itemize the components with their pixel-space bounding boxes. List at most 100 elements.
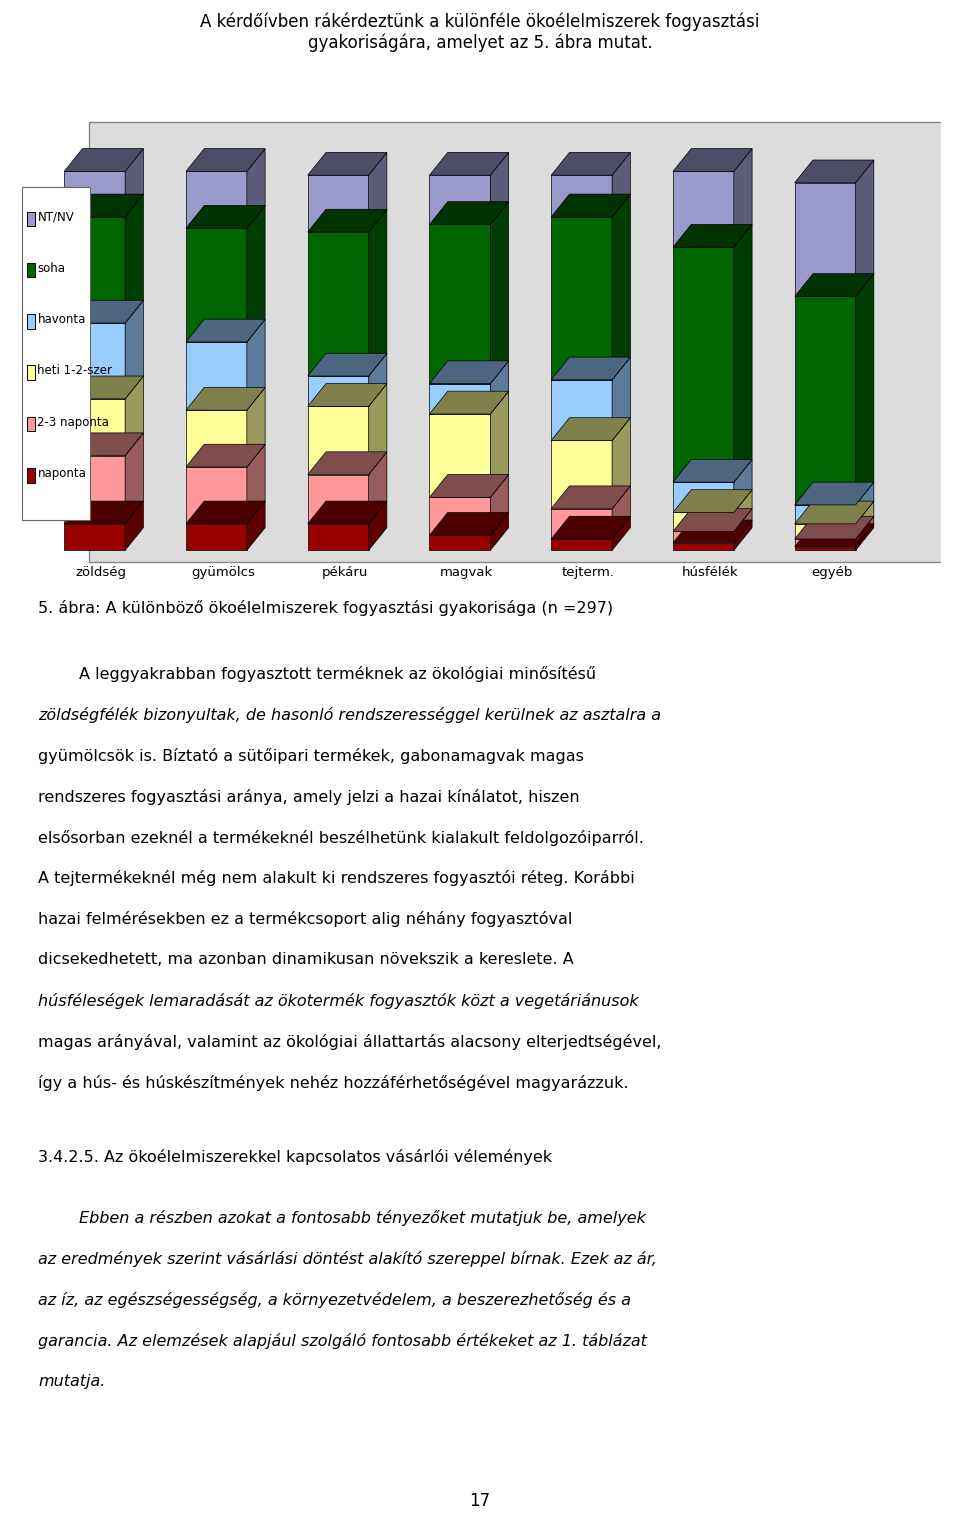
Text: húsféleségek lemaradását az ökotermék fogyasztók közt a vegetáriánusok: húsféleségek lemaradását az ökotermék fo… (38, 993, 639, 1010)
Polygon shape (429, 391, 509, 414)
Polygon shape (186, 319, 265, 342)
Polygon shape (186, 468, 247, 524)
Polygon shape (429, 475, 509, 497)
Text: soha: soha (37, 261, 65, 275)
Polygon shape (795, 183, 855, 296)
Text: dicsekedhetett, ma azonban dinamikusan növekszik a kereslete. A: dicsekedhetett, ma azonban dinamikusan n… (38, 952, 574, 967)
Polygon shape (491, 361, 509, 414)
Polygon shape (733, 225, 752, 483)
Text: az íz, az egészségességség, a környezetvédelem, a beszerezhetőség és a: az íz, az egészségességség, a környezetv… (38, 1293, 632, 1308)
Polygon shape (186, 524, 247, 550)
Polygon shape (429, 153, 509, 176)
Polygon shape (64, 194, 143, 217)
Bar (27, 315, 35, 329)
Text: NT/NV: NT/NV (37, 211, 74, 223)
Polygon shape (795, 483, 874, 504)
Text: így a hús- és húskészítmények nehéz hozzáférhetőségével magyarázzuk.: így a hús- és húskészítmények nehéz hozz… (38, 1076, 629, 1091)
Polygon shape (429, 384, 491, 414)
Text: pékáru: pékáru (322, 565, 368, 579)
Text: 2-3 naponta: 2-3 naponta (37, 416, 109, 429)
Polygon shape (673, 520, 752, 542)
Polygon shape (429, 414, 491, 497)
Polygon shape (551, 509, 612, 539)
Polygon shape (186, 205, 265, 228)
Polygon shape (491, 475, 509, 535)
Polygon shape (733, 520, 752, 550)
Polygon shape (429, 202, 509, 225)
Polygon shape (673, 490, 752, 512)
Polygon shape (795, 524, 874, 547)
Polygon shape (551, 153, 631, 176)
Polygon shape (855, 524, 874, 550)
Polygon shape (308, 209, 387, 232)
Polygon shape (795, 547, 855, 550)
Polygon shape (247, 319, 265, 410)
Polygon shape (551, 539, 612, 550)
Polygon shape (186, 410, 247, 468)
Polygon shape (369, 353, 387, 406)
Text: elsősorban ezeknél a termékeknél beszélhetünk kialakult feldolgozóiparról.: elsősorban ezeknél a termékeknél beszélh… (38, 830, 644, 845)
Polygon shape (491, 391, 509, 497)
Polygon shape (247, 148, 265, 228)
Polygon shape (125, 501, 143, 550)
Polygon shape (612, 417, 631, 509)
Polygon shape (64, 432, 143, 455)
Polygon shape (673, 225, 752, 248)
Polygon shape (125, 432, 143, 524)
Bar (27, 417, 35, 431)
Polygon shape (795, 524, 855, 539)
Text: magas arányával, valamint az ökológiai állattartás alacsony elterjedtségével,: magas arányával, valamint az ökológiai á… (38, 1034, 661, 1050)
Polygon shape (429, 176, 491, 225)
Polygon shape (186, 388, 265, 410)
Text: mutatja.: mutatja. (38, 1374, 106, 1389)
Polygon shape (673, 171, 733, 248)
Polygon shape (612, 486, 631, 539)
Polygon shape (186, 501, 265, 524)
Polygon shape (795, 501, 874, 524)
Bar (27, 211, 35, 226)
Polygon shape (64, 399, 125, 455)
Polygon shape (429, 497, 491, 535)
Polygon shape (733, 148, 752, 248)
Polygon shape (186, 445, 265, 468)
Polygon shape (125, 299, 143, 399)
Polygon shape (491, 153, 509, 225)
Text: 5. ábra: A különböző ökoélelmiszerek fogyasztási gyakorisága (n =297): 5. ábra: A különböző ökoélelmiszerek fog… (38, 601, 613, 616)
Polygon shape (551, 217, 612, 380)
Polygon shape (64, 299, 143, 322)
Polygon shape (429, 225, 491, 384)
Polygon shape (491, 512, 509, 550)
Polygon shape (186, 148, 265, 171)
Polygon shape (795, 274, 874, 296)
Polygon shape (673, 483, 733, 512)
Polygon shape (308, 153, 387, 176)
Polygon shape (551, 486, 631, 509)
Polygon shape (429, 361, 509, 384)
Polygon shape (673, 512, 733, 532)
Text: hazai felmérésekben ez a termékcsoport alig néhány fogyasztóval: hazai felmérésekben ez a termékcsoport a… (38, 911, 573, 927)
Bar (27, 468, 35, 483)
Polygon shape (308, 524, 369, 550)
Polygon shape (491, 202, 509, 384)
Polygon shape (308, 475, 369, 524)
Text: 3.4.2.5. Az ökoélelmiszerekkel kapcsolatos vásárlói vélemények: 3.4.2.5. Az ökoélelmiszerekkel kapcsolat… (38, 1149, 553, 1164)
Text: az eredmények szerint vásárlási döntést alakító szereppel bírnak. Ezek az ár,: az eredmények szerint vásárlási döntést … (38, 1251, 658, 1267)
Polygon shape (429, 512, 509, 535)
Text: Ebben a részben azokat a fontosabb tényezőket mutatjuk be, amelyek: Ebben a részben azokat a fontosabb ténye… (38, 1210, 646, 1225)
Polygon shape (612, 194, 631, 380)
Polygon shape (551, 194, 631, 217)
Polygon shape (308, 452, 387, 475)
Polygon shape (64, 455, 125, 524)
Text: zöldségfélék bizonyultak, de hasonló rendszerességgel kerülnek az asztalra a: zöldségfélék bizonyultak, de hasonló ren… (38, 707, 661, 723)
Polygon shape (308, 406, 369, 475)
Polygon shape (186, 228, 247, 342)
Polygon shape (247, 205, 265, 342)
Bar (27, 365, 35, 380)
Text: gyümölcsök is. Bíztató a sütőipari termékek, gabonamagvak magas: gyümölcsök is. Bíztató a sütőipari termé… (38, 747, 585, 764)
Polygon shape (673, 460, 752, 483)
Polygon shape (733, 490, 752, 532)
Text: havonta: havonta (37, 313, 85, 325)
Polygon shape (186, 171, 247, 228)
Polygon shape (369, 153, 387, 232)
Polygon shape (308, 376, 369, 406)
